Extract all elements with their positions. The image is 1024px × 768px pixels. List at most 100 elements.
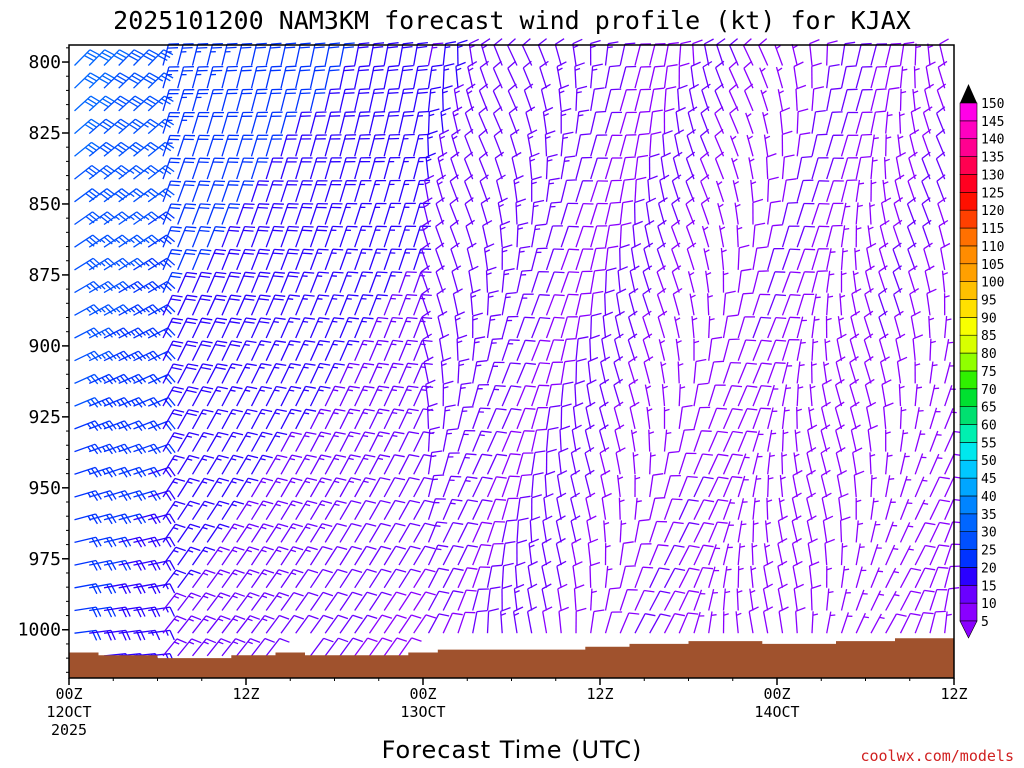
wind-barb <box>133 490 161 501</box>
wind-barb <box>811 293 821 316</box>
wind-barb <box>914 407 924 430</box>
wind-barb <box>74 49 100 66</box>
wind-barb <box>295 248 314 271</box>
wind-barb <box>413 156 430 180</box>
wind-barb <box>587 538 599 566</box>
wind-barb <box>516 452 534 475</box>
wind-barb <box>584 446 595 475</box>
wind-barb <box>442 452 460 475</box>
wind-barb <box>162 523 186 543</box>
wind-barb <box>796 406 803 429</box>
wind-barb <box>236 248 256 271</box>
wind-barb <box>678 612 699 634</box>
wind-barb <box>148 513 176 525</box>
wind-barb <box>206 431 229 452</box>
wind-barb <box>743 83 754 112</box>
wind-barb <box>236 363 257 384</box>
wind-barb <box>368 362 389 384</box>
wind-barb <box>840 543 848 566</box>
wind-barb <box>692 39 703 66</box>
wind-barb <box>162 500 186 521</box>
wind-barb <box>250 477 274 498</box>
wind-barb <box>88 49 115 66</box>
wind-barb <box>851 288 862 316</box>
colorbar-label: 20 <box>981 561 997 576</box>
wind-barb <box>206 271 227 293</box>
wind-barb <box>368 316 389 339</box>
wind-barb <box>413 522 436 543</box>
y-tick-label: 800 <box>28 52 61 73</box>
wind-barb <box>280 180 299 203</box>
colorbar-min-arrow <box>959 620 978 639</box>
wind-barb <box>627 310 638 339</box>
wind-barb <box>929 499 951 520</box>
wind-barb <box>516 473 533 498</box>
wind-barb <box>878 242 889 271</box>
wind-barb <box>221 431 244 452</box>
wind-barb <box>133 350 161 362</box>
wind-barb <box>649 473 664 498</box>
wind-barb <box>191 66 209 89</box>
wind-barb <box>715 180 725 203</box>
wind-barb <box>849 401 860 430</box>
wind-barb <box>560 316 578 339</box>
wind-barb <box>885 521 898 543</box>
wind-barb <box>309 385 331 407</box>
wind-barb <box>486 290 499 316</box>
wind-barb <box>693 358 707 384</box>
wind-barb <box>427 613 450 634</box>
wind-barb <box>634 519 650 543</box>
chart-title: 2025101200 NAM3KM forecast wind profile … <box>113 6 911 35</box>
wind-barb <box>914 567 936 589</box>
wind-barb <box>191 500 215 521</box>
wind-barb <box>556 492 567 520</box>
wind-barb <box>206 363 228 384</box>
wind-barb <box>781 154 795 180</box>
wind-barb <box>494 151 505 180</box>
wind-barb <box>708 336 723 361</box>
wind-barb <box>914 43 922 66</box>
wind-barb <box>162 226 182 248</box>
wind-barb <box>354 591 378 611</box>
wind-barb <box>840 565 850 588</box>
wind-barb <box>545 448 557 475</box>
wind-barb <box>177 431 200 452</box>
wind-barb <box>559 425 571 452</box>
wind-barb <box>560 271 580 293</box>
wind-barb <box>700 174 710 203</box>
wind-barb <box>295 88 312 112</box>
wind-barb <box>604 179 622 202</box>
wind-barb <box>88 373 117 385</box>
wind-barb <box>516 293 534 316</box>
wind-barb <box>542 606 553 634</box>
wind-barb <box>486 542 504 566</box>
wind-barb <box>708 453 729 475</box>
wind-barb <box>806 492 817 520</box>
wind-barb <box>590 588 597 611</box>
wind-barb <box>250 546 274 566</box>
wind-barb <box>811 157 829 180</box>
wind-barb <box>162 638 187 657</box>
wind-barb <box>899 41 915 66</box>
wind-barb <box>162 546 186 566</box>
wind-barb <box>855 520 864 543</box>
wind-barb <box>677 84 688 111</box>
wind-barb <box>191 111 210 134</box>
wind-barb <box>206 454 229 475</box>
wind-barb <box>663 64 678 89</box>
wind-barb <box>826 157 844 180</box>
wind-barb <box>634 497 642 520</box>
wind-barb <box>354 294 374 316</box>
wind-barb <box>250 134 269 157</box>
wind-barb <box>472 453 493 475</box>
wind-barb <box>820 446 831 475</box>
wind-barb <box>732 180 740 202</box>
wind-barb <box>465 219 475 248</box>
wind-barb <box>221 111 239 134</box>
wind-barb <box>644 384 652 407</box>
wind-barb <box>885 111 893 134</box>
wind-barb <box>449 197 459 225</box>
wind-barb <box>929 544 950 566</box>
wind-barb <box>221 248 241 271</box>
wind-barb <box>501 497 519 520</box>
